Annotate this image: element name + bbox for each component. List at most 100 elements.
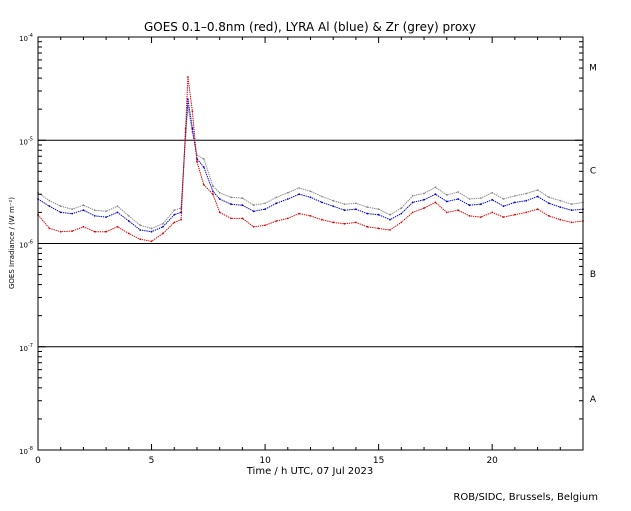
series-trace	[37, 76, 584, 243]
data-point	[355, 208, 357, 211]
data-point	[150, 230, 153, 233]
data-point	[180, 218, 183, 221]
data-point	[286, 217, 289, 220]
y-axis-label: GOES Irradiance / (W m⁻²)	[8, 197, 16, 289]
axis-ticks	[37, 36, 584, 451]
data-point	[434, 201, 437, 204]
data-point	[377, 208, 380, 211]
data-series	[37, 76, 584, 243]
data-point	[82, 204, 85, 207]
data-point	[286, 191, 289, 194]
data-point	[82, 209, 85, 212]
y-tick-label: 10-8	[19, 446, 33, 456]
data-point	[502, 216, 505, 219]
y-tick-label: 10-5	[19, 136, 33, 146]
data-point	[321, 201, 323, 204]
data-point	[570, 209, 573, 212]
flare-class-label: C	[590, 167, 596, 177]
data-point	[298, 212, 300, 215]
data-point	[252, 225, 255, 228]
data-point	[559, 218, 562, 221]
data-point	[275, 196, 278, 199]
data-point	[491, 198, 494, 201]
x-tick-label: 5	[149, 456, 155, 466]
data-point	[116, 225, 119, 228]
y-tick-label: 10-6	[19, 240, 33, 250]
x-tick-label: 10	[259, 456, 271, 466]
data-point	[184, 127, 187, 130]
data-point	[479, 197, 482, 200]
chart-title: GOES 0.1–0.8nm (red), LYRA Al (blue) & Z…	[144, 20, 476, 34]
data-point	[366, 225, 369, 228]
data-point	[127, 220, 130, 222]
data-point	[162, 232, 164, 235]
data-point	[298, 193, 300, 196]
x-tick-label: 20	[486, 456, 498, 466]
data-point	[59, 230, 62, 233]
data-point	[105, 230, 107, 233]
data-point	[479, 216, 482, 219]
data-point	[202, 158, 205, 160]
data-point	[355, 221, 357, 224]
data-point	[212, 190, 214, 193]
data-point	[468, 215, 471, 217]
data-point	[309, 196, 312, 199]
data-point	[457, 198, 459, 200]
data-point	[252, 204, 255, 207]
data-point	[241, 204, 244, 207]
data-point	[411, 194, 414, 197]
data-point	[400, 207, 403, 210]
data-point	[343, 203, 346, 206]
y-tick-label: 10-7	[19, 343, 33, 353]
data-point	[389, 229, 391, 231]
data-point	[468, 204, 471, 207]
flare-class-label: A	[590, 395, 597, 405]
data-point	[196, 160, 198, 163]
data-point	[445, 211, 448, 214]
data-point	[445, 194, 448, 196]
data-point	[525, 199, 528, 202]
data-point	[514, 213, 516, 216]
data-point	[389, 213, 391, 216]
data-point	[536, 195, 539, 198]
data-point	[400, 212, 403, 215]
data-point	[343, 222, 346, 225]
data-point	[468, 198, 471, 200]
data-point	[355, 202, 357, 205]
data-point	[491, 211, 494, 214]
data-point	[502, 205, 505, 208]
data-point	[173, 209, 176, 212]
data-point	[218, 191, 221, 194]
data-point	[366, 206, 369, 209]
data-point	[309, 215, 312, 217]
y-tick-label: 10-4	[19, 33, 33, 43]
data-point	[309, 190, 312, 193]
data-point	[332, 221, 335, 224]
data-point	[230, 196, 232, 199]
data-point	[173, 213, 176, 216]
data-point	[150, 240, 153, 243]
data-point	[479, 203, 482, 206]
data-point	[162, 222, 164, 225]
data-point	[187, 76, 189, 78]
data-point	[230, 203, 232, 206]
data-point	[187, 98, 189, 101]
data-point	[525, 192, 528, 195]
data-point	[241, 197, 244, 200]
data-point	[457, 191, 459, 193]
data-point	[105, 210, 107, 213]
data-point	[71, 212, 73, 215]
data-point	[525, 211, 528, 214]
data-point	[116, 205, 119, 208]
x-tick-label: 0	[35, 456, 41, 466]
data-point	[423, 207, 425, 210]
data-point	[71, 230, 73, 233]
data-point	[116, 211, 119, 214]
data-point	[173, 221, 176, 224]
data-point	[48, 205, 51, 208]
series-trace	[37, 106, 584, 230]
data-point	[264, 208, 266, 211]
data-point	[457, 209, 459, 212]
credit-text: ROB/SIDC, Brussels, Belgium	[453, 492, 598, 503]
